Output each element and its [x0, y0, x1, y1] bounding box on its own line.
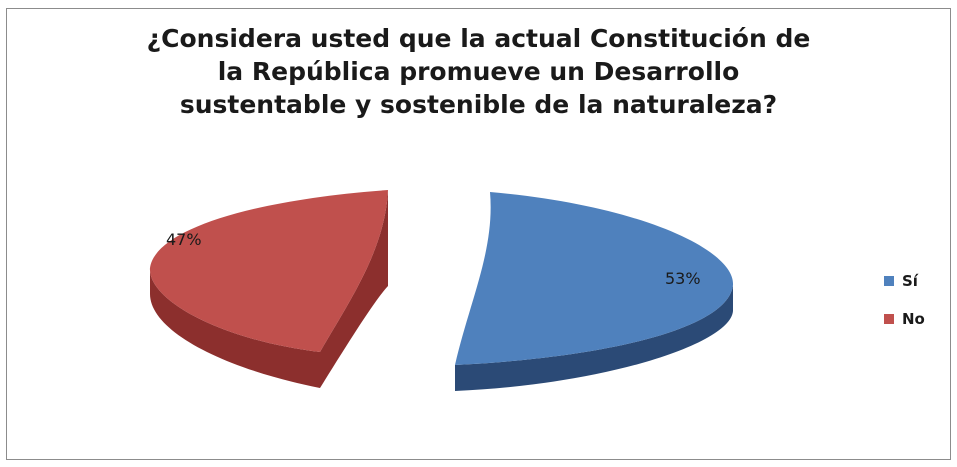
- legend-label-si: Sí: [902, 272, 919, 290]
- chart-title-line-3: sustentable y sostenible de la naturalez…: [179, 90, 778, 119]
- legend-label-no: No: [902, 310, 925, 328]
- legend-swatch-si: [884, 276, 894, 286]
- pie-slice-si: [455, 192, 734, 365]
- pie-slice-si-side: [455, 285, 733, 391]
- legend: Sí No: [884, 272, 925, 328]
- chart-title-line-2: la República promueve un Desarrollo: [217, 57, 740, 86]
- data-label-si: 53%: [665, 269, 701, 288]
- data-label-no: 47%: [166, 230, 202, 249]
- chart-title: ¿Considera usted que la actual Constituc…: [0, 22, 957, 121]
- legend-swatch-no: [884, 314, 894, 324]
- pie-slice-no-side: [149, 190, 388, 388]
- pie-slice-no: [149, 190, 388, 352]
- chart-title-line-1: ¿Considera usted que la actual Constituc…: [146, 24, 811, 53]
